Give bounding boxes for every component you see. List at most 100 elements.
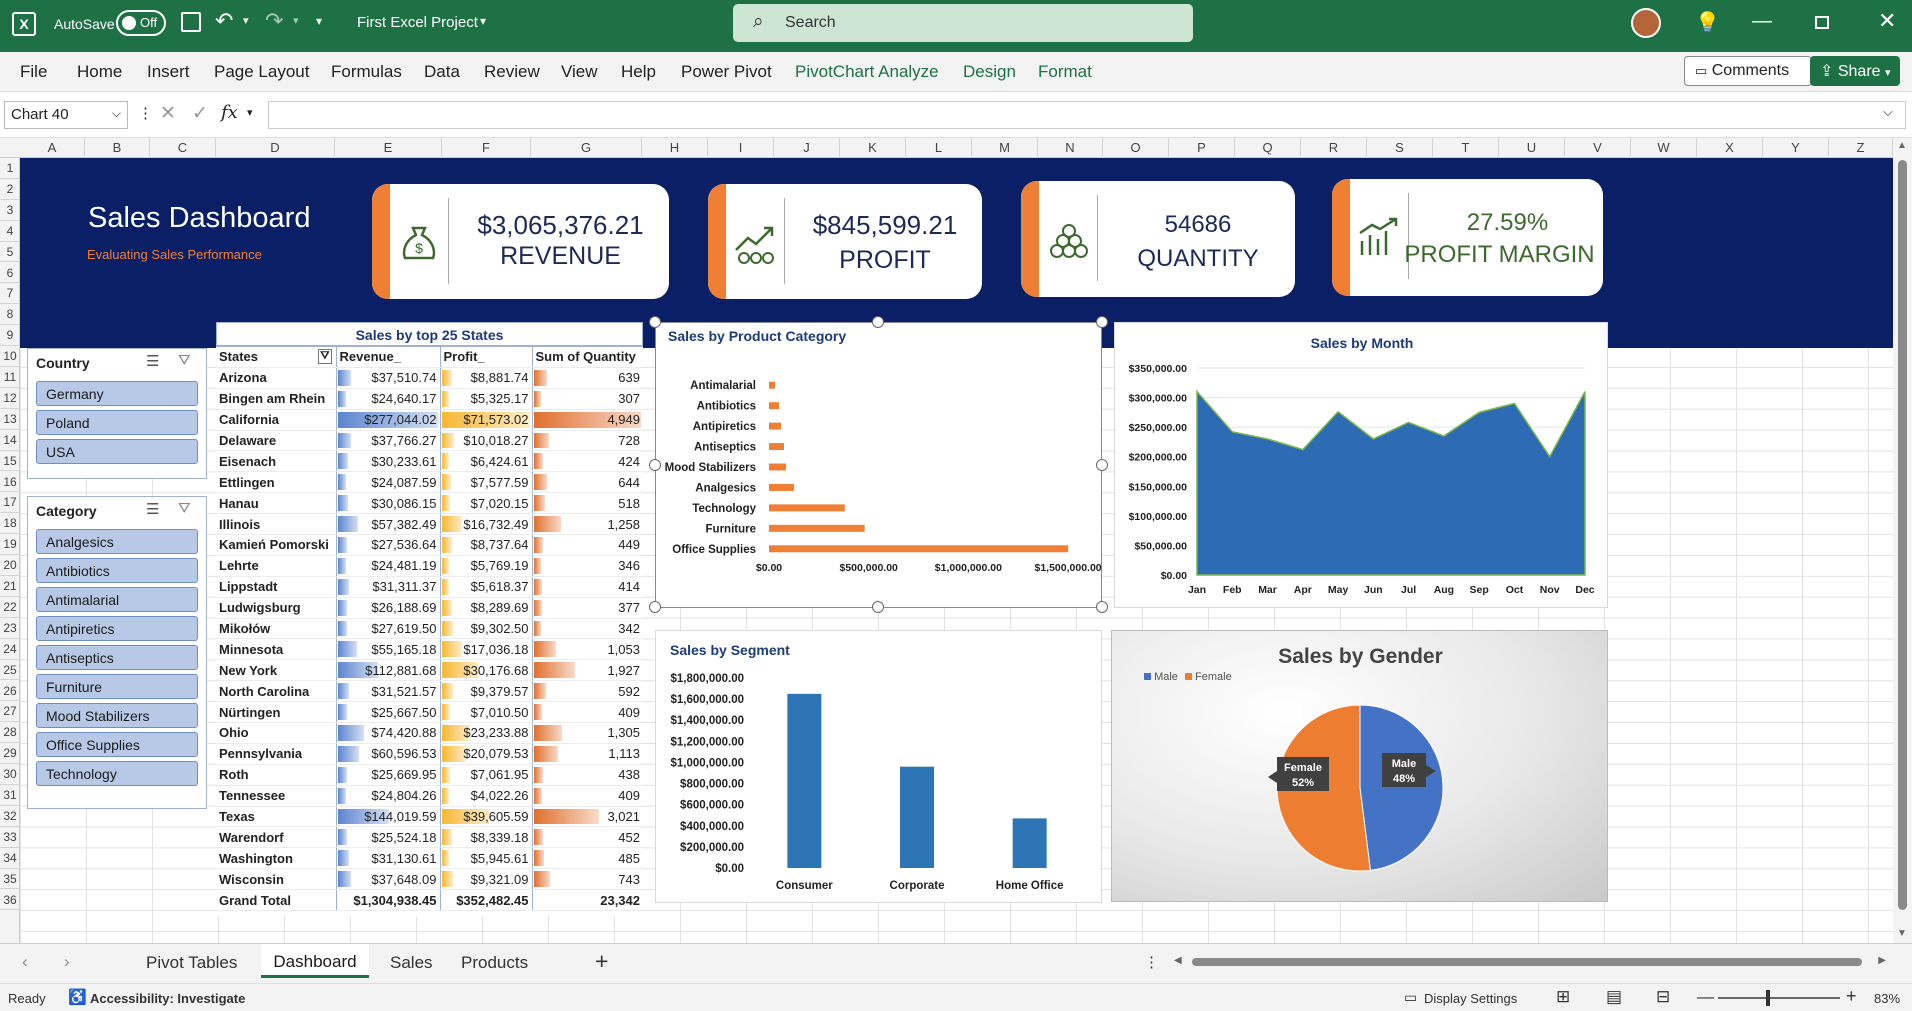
pivot-row[interactable]: Texas $144,019.59 $39,605.59 3,021 [216, 806, 643, 828]
row-header-31[interactable]: 31 [0, 785, 20, 806]
row-header-27[interactable]: 27 [0, 701, 20, 723]
tab-insert[interactable]: Insert [147, 62, 190, 81]
restore-icon[interactable] [1815, 16, 1829, 29]
more-options-icon[interactable]: ⋮ [138, 105, 153, 122]
selection-handle[interactable] [649, 316, 661, 328]
pivot-row[interactable]: Arizona $37,510.74 $8,881.74 639 [216, 367, 643, 389]
tab-home[interactable]: Home [77, 62, 123, 81]
row-header-32[interactable]: 32 [0, 806, 20, 827]
column-header-h[interactable]: H [642, 138, 708, 158]
customize-toolbar-icon[interactable]: ▾ [316, 14, 323, 28]
column-header-f[interactable]: F [442, 138, 531, 158]
sales-by-month-chart[interactable]: Sales by Month $0.00 $50,000.00 $100,000.0… [1114, 322, 1608, 608]
slicer-item-antimalarial[interactable]: Antimalarial [36, 587, 198, 612]
tab-page-layout[interactable]: Page Layout [214, 62, 310, 81]
redo-dropdown-icon[interactable]: ▾ [293, 15, 299, 27]
row-header-36[interactable]: 36 [0, 890, 20, 911]
scroll-down-icon[interactable]: ▼ [1897, 928, 1907, 939]
pivot-row[interactable]: Ettlingen $24,087.59 $7,577.59 644 [216, 471, 643, 494]
column-header-y[interactable]: Y [1763, 138, 1829, 158]
zoom-slider-thumb[interactable] [1766, 990, 1770, 1006]
selection-handle[interactable] [872, 601, 884, 613]
share-button[interactable]: ⇪ Share ▾ [1810, 56, 1900, 86]
pivot-row[interactable]: Roth $25,669.95 $7,061.95 438 [216, 764, 643, 786]
normal-view-icon[interactable]: ⊞ [1556, 987, 1571, 1006]
slicer-item-office-supplies[interactable]: Office Supplies [36, 732, 198, 757]
tab-view[interactable]: View [561, 62, 598, 81]
scroll-left-icon[interactable]: ◀ [1174, 955, 1182, 966]
pivot-row[interactable]: Wisconsin $37,648.09 $9,321.09 743 [216, 868, 643, 891]
pivot-row[interactable]: Pennsylvania $60,596.53 $20,079.53 1,113 [216, 743, 643, 765]
row-header-29[interactable]: 29 [0, 743, 20, 765]
slicer-item-germany[interactable]: Germany [36, 381, 198, 406]
tab-pivotchart-analyze[interactable]: PivotChart Analyze [795, 62, 939, 81]
zoom-slider[interactable] [1718, 990, 1840, 1006]
column-header-r[interactable]: R [1301, 138, 1367, 158]
row-header-11[interactable]: 11 [0, 367, 20, 388]
enter-icon[interactable]: ✓ [192, 103, 208, 124]
row-header-21[interactable]: 21 [0, 576, 20, 597]
column-header-s[interactable]: S [1367, 138, 1433, 158]
tab-power-pivot[interactable]: Power Pivot [681, 62, 772, 81]
row-header-3[interactable]: 3 [0, 200, 20, 221]
sales-by-segment-chart[interactable]: Sales by Segment $0.00 $200,000.00 $400,00… [655, 630, 1102, 903]
page-break-view-icon[interactable]: ⊟ [1656, 987, 1671, 1006]
pivot-row[interactable]: Tennessee $24,804.26 $4,022.26 409 [216, 785, 643, 807]
pivot-table[interactable]: Sales by top 25 States States ⛛ Revenue_ … [216, 322, 643, 916]
kpi-profit-margin-card[interactable]: 27.59% PROFIT MARGIN [1332, 179, 1603, 296]
column-header-m[interactable]: M [972, 138, 1038, 158]
row-header-2[interactable]: 2 [0, 179, 20, 200]
slicer-item-technology[interactable]: Technology [36, 761, 198, 786]
row-header-6[interactable]: 6 [0, 263, 20, 284]
scroll-up-icon[interactable]: ▲ [1897, 140, 1907, 151]
filter-icon[interactable]: ⛛ [318, 349, 332, 364]
pivot-row[interactable]: Eisenach $30,233.61 $6,424.61 424 [216, 450, 643, 473]
display-settings-icon[interactable]: ▭ [1404, 989, 1418, 1005]
redo-icon[interactable]: ↷ [265, 8, 284, 33]
save-icon[interactable] [181, 12, 201, 32]
horizontal-scrollbar[interactable]: ◀ ▶ [1172, 955, 1888, 969]
pivot-row[interactable]: Hanau $30,086.15 $7,020.15 518 [216, 492, 643, 515]
slicer-item-usa[interactable]: USA [36, 439, 198, 464]
title-chevron-down-icon[interactable]: ▾ [480, 14, 487, 28]
row-header-8[interactable]: 8 [0, 304, 20, 326]
row-header-28[interactable]: 28 [0, 722, 20, 744]
slicer-item-antibiotics[interactable]: Antibiotics [36, 558, 198, 583]
column-header-n[interactable]: N [1038, 138, 1103, 158]
pivot-row[interactable]: Ohio $74,420.88 $23,233.88 1,305 [216, 722, 643, 744]
pivot-row[interactable]: Kamień Pomorski $27,536.64 $8,737.64 449 [216, 534, 643, 556]
pivot-header-quantity[interactable]: Sum of Quantity [531, 346, 643, 368]
kpi-profit-card[interactable]: $845,599.21 PROFIT [708, 184, 982, 299]
column-header-l[interactable]: L [906, 138, 972, 158]
tab-review[interactable]: Review [484, 62, 540, 81]
row-header-23[interactable]: 23 [0, 618, 20, 639]
row-header-35[interactable]: 35 [0, 869, 20, 890]
page-layout-view-icon[interactable]: ▤ [1606, 987, 1623, 1006]
column-header-j[interactable]: J [774, 138, 840, 158]
row-header-26[interactable]: 26 [0, 681, 20, 702]
cancel-icon[interactable]: ✕ [160, 103, 176, 124]
row-header-17[interactable]: 17 [0, 492, 20, 514]
row-header-9[interactable]: 9 [0, 325, 20, 347]
pivot-row[interactable]: Delaware $37,766.27 $10,018.27 728 [216, 430, 643, 452]
slicer-item-analgesics[interactable]: Analgesics [36, 529, 198, 554]
hscroll-thumb[interactable] [1192, 958, 1862, 966]
column-header-u[interactable]: U [1499, 138, 1565, 158]
product-category-chart[interactable]: Sales by Product Category Antimalarial An… [655, 322, 1102, 608]
column-header-x[interactable]: X [1697, 138, 1763, 158]
pivot-row[interactable]: North Carolina $31,521.57 $9,379.57 592 [216, 680, 643, 703]
row-header-1[interactable]: 1 [0, 158, 20, 179]
row-header-30[interactable]: 30 [0, 764, 20, 785]
fx-dropdown-icon[interactable]: ▾ [247, 107, 253, 119]
tab-help[interactable]: Help [621, 62, 656, 81]
expand-formula-icon[interactable]: ⌵ [1883, 104, 1893, 119]
kpi-quantity-card[interactable]: 54686 QUANTITY [1021, 181, 1295, 297]
selection-handle[interactable] [649, 601, 661, 613]
document-title[interactable]: First Excel Project [357, 14, 478, 31]
kpi-revenue-card[interactable]: $ $3,065,376.21 REVENUE [372, 184, 669, 299]
column-header-t[interactable]: T [1433, 138, 1499, 158]
pivot-row[interactable]: New York $112,881.68 $30,176.68 1,927 [216, 659, 643, 682]
column-header-i[interactable]: I [708, 138, 774, 158]
sheet-tab-sales[interactable]: Sales [390, 953, 433, 972]
row-header-7[interactable]: 7 [0, 283, 20, 305]
